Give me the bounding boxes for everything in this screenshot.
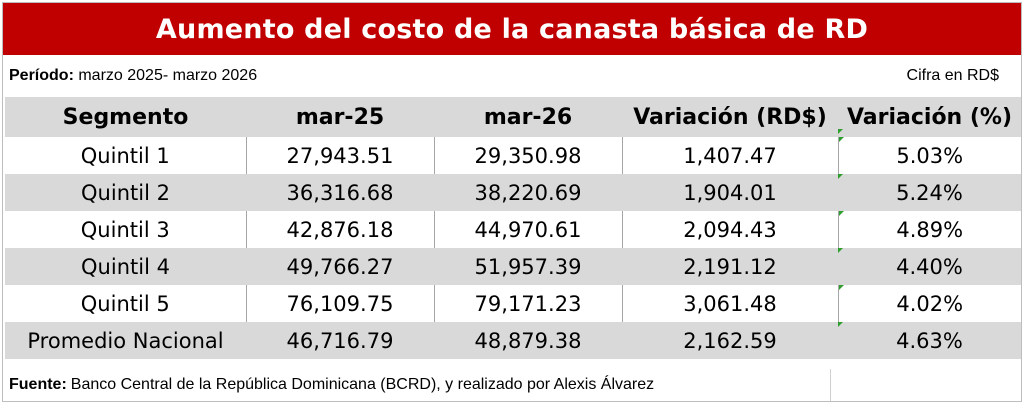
header-variacion-pct: Variación (%) [838,97,1021,137]
cell-variation-pct: 4.02% [838,285,1021,322]
cell-variation-rd: 1,904.01 [622,174,838,211]
table-row: Quintil 3 42,876.18 44,970.61 2,094.43 4… [5,211,1021,248]
table-row: Quintil 5 76,109.75 79,171.23 3,061.48 4… [5,285,1021,322]
period-value: marzo 2025- marzo 2026 [78,67,258,84]
cell-mar-25: 46,716.79 [246,322,434,359]
cell-mar-26: 51,957.39 [434,248,622,285]
unit-note: Cifra en RD$ [906,67,999,84]
cell-mar-25: 27,943.51 [246,137,435,174]
cell-mar-26: 29,350.98 [434,137,623,174]
header-mar-25: mar-25 [246,97,434,137]
table-row: Quintil 4 49,766.27 51,957.39 2,191.12 4… [5,248,1021,285]
cell-variation-pct: 4.63% [838,322,1021,359]
footer-label: Fuente: [9,376,67,393]
table-row: Quintil 1 27,943.51 29,350.98 1,407.47 5… [5,137,1021,174]
cell-variation-pct: 5.03% [838,137,1021,174]
table-title: Aumento del costo de la canasta básica d… [3,3,1021,55]
cell-segment: Quintil 4 [5,248,246,285]
cell-variation-rd: 2,162.59 [622,322,838,359]
cell-variation-pct: 4.89% [838,211,1021,248]
cell-segment: Quintil 1 [5,137,247,174]
footer-divider [830,369,831,401]
cell-mar-26: 38,220.69 [434,174,622,211]
period-info: Período: marzo 2025- marzo 2026 [9,67,257,85]
period-label: Período: [9,67,74,84]
header-mar-26: mar-26 [434,97,622,137]
cell-variation-rd: 2,191.12 [622,248,838,285]
cell-mar-25: 36,316.68 [246,174,434,211]
cell-mar-26: 79,171.23 [434,285,623,322]
cell-variation-pct: 5.24% [838,174,1021,211]
cell-mar-26: 48,879.38 [434,322,622,359]
cell-mar-25: 76,109.75 [246,285,435,322]
cell-variation-rd: 1,407.47 [622,137,839,174]
table-row: Quintil 2 36,316.68 38,220.69 1,904.01 5… [5,174,1021,211]
cell-segment: Promedio Nacional [5,322,246,359]
header-variacion-rd: Variación (RD$) [622,97,838,137]
basket-cost-table: Segmento mar-25 mar-26 Variación (RD$) V… [5,97,1021,359]
cell-mar-25: 42,876.18 [246,211,435,248]
footer-text: Banco Central de la República Dominicana… [70,376,655,393]
header-row: Segmento mar-25 mar-26 Variación (RD$) V… [5,97,1021,137]
cell-segment: Quintil 3 [5,211,247,248]
cell-mar-25: 49,766.27 [246,248,434,285]
cell-variation-rd: 3,061.48 [622,285,839,322]
cell-segment: Quintil 5 [5,285,247,322]
cell-variation-pct: 4.40% [838,248,1021,285]
cell-mar-26: 44,970.61 [434,211,623,248]
header-segmento: Segmento [5,97,246,137]
cell-segment: Quintil 2 [5,174,246,211]
table-row: Promedio Nacional 46,716.79 48,879.38 2,… [5,322,1021,359]
source-footer: Fuente: Banco Central de la República Do… [3,369,1019,401]
meta-row: Período: marzo 2025- marzo 2026 Cifra en… [3,55,1021,97]
cell-variation-rd: 2,094.43 [622,211,839,248]
